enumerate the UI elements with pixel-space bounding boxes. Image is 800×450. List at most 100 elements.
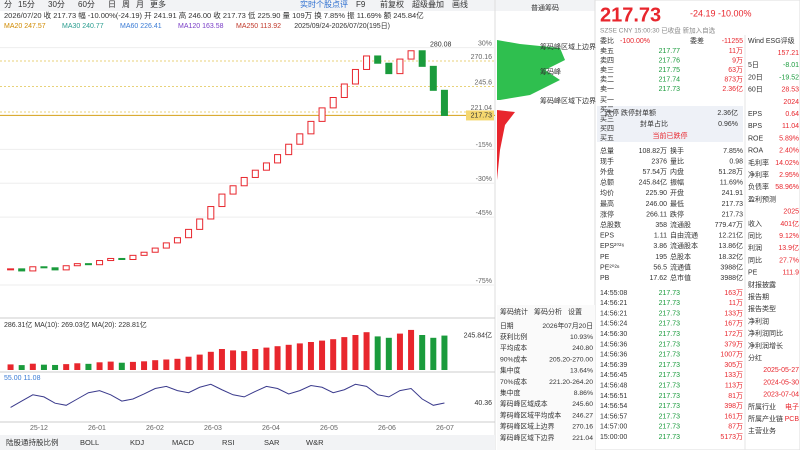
trade-price: 217.73 bbox=[659, 290, 681, 297]
chip-tab[interactable]: 筹码统计 bbox=[500, 307, 528, 316]
candle bbox=[62, 265, 70, 271]
stat-name: 跌停 bbox=[670, 209, 684, 218]
chip-stat-value: 8.86% bbox=[574, 390, 593, 397]
side-label: 净利润增长 bbox=[748, 341, 783, 350]
chip-tab[interactable]: 筹码分析 bbox=[534, 307, 562, 316]
trade-time: 14:55:08 bbox=[600, 290, 627, 297]
ma-value: MA250 113.92 bbox=[236, 23, 281, 30]
volume-bar bbox=[196, 354, 203, 370]
candle bbox=[107, 257, 115, 262]
volume-bar bbox=[141, 361, 148, 370]
chip-tab[interactable]: 设置 bbox=[568, 307, 582, 316]
candle bbox=[307, 120, 315, 135]
chip-stat-value: 240.80 bbox=[572, 345, 593, 352]
candle bbox=[18, 268, 26, 272]
trade-volume: 113万 bbox=[725, 382, 743, 390]
candle bbox=[340, 83, 348, 98]
side-value: 2.95% bbox=[779, 172, 799, 179]
stat-name: 外盘 bbox=[600, 167, 614, 176]
chip-stat-value: 221.04 bbox=[572, 435, 593, 442]
chip-stat-name: 70%成本 bbox=[500, 377, 527, 386]
ask-label: 卖五 bbox=[600, 47, 614, 55]
indicator-tab[interactable]: 陆股通持股比例 bbox=[6, 437, 59, 447]
tool-button[interactable]: 实时个股点评 bbox=[300, 0, 348, 9]
side-label: 盈利预测 bbox=[748, 194, 776, 203]
ma-value: MA30 240.77 bbox=[62, 23, 104, 30]
ask-price: 217.73 bbox=[659, 86, 681, 93]
x-tick-label: 26-04 bbox=[262, 425, 280, 432]
bar-info: 2026/07/20 收 217.73 幅 -10.00%(-24.19) 开 … bbox=[4, 10, 424, 20]
stat-name: 总额 bbox=[600, 178, 614, 187]
volume-bar bbox=[207, 351, 214, 370]
y-tick-label: 270.16 bbox=[471, 54, 493, 61]
period-tab[interactable]: 15分 bbox=[18, 0, 35, 9]
ask-price: 217.74 bbox=[659, 76, 681, 83]
stat-value: 3988亿 bbox=[720, 262, 743, 271]
candle bbox=[329, 97, 337, 109]
trade-price: 217.73 bbox=[659, 393, 681, 400]
volume-bar bbox=[85, 363, 92, 370]
indicator-tab[interactable]: W&R bbox=[306, 438, 324, 447]
stat-name: EPS bbox=[600, 233, 614, 240]
stat-value: 51.28万 bbox=[718, 168, 743, 176]
trade-time: 14:56:57 bbox=[600, 413, 627, 420]
period-tab[interactable]: 分 bbox=[4, 0, 12, 9]
side-label: Wind ESG评级 bbox=[748, 36, 795, 45]
side-label: EPS bbox=[748, 111, 762, 118]
period-tab[interactable]: 60分 bbox=[78, 0, 95, 9]
last-price-box bbox=[466, 110, 494, 121]
y-tick-label: -15% bbox=[476, 142, 492, 149]
indicator-tab[interactable]: KDJ bbox=[130, 438, 144, 447]
period-tab[interactable]: 更多 bbox=[150, 0, 166, 9]
stat-value: 57.54万 bbox=[642, 168, 667, 176]
trade-time: 14:56:54 bbox=[600, 403, 627, 410]
candle bbox=[51, 267, 59, 271]
stat-value: 0.98 bbox=[729, 158, 743, 165]
side-label: 分红 bbox=[748, 353, 762, 362]
stat-name: 流通股 bbox=[670, 220, 691, 229]
candle bbox=[40, 266, 48, 269]
chip-stat-value: 10.93% bbox=[570, 334, 593, 341]
candle bbox=[229, 185, 237, 195]
ask-label: 卖四 bbox=[600, 56, 614, 64]
indicator-tab[interactable]: SAR bbox=[264, 438, 280, 447]
last-price-label: 217.73 bbox=[471, 112, 493, 119]
volume-bar bbox=[363, 332, 370, 370]
stat-name: PB bbox=[600, 275, 610, 282]
stat-value: 195 bbox=[655, 254, 667, 261]
x-tick-label: 25-12 bbox=[30, 425, 48, 432]
period-tab[interactable]: 30分 bbox=[48, 0, 65, 9]
indicator-tab[interactable]: RSI bbox=[222, 438, 235, 447]
volume-bar bbox=[252, 349, 259, 370]
tool-button[interactable]: 超级叠加 bbox=[412, 0, 444, 9]
stat-value: 245.84亿 bbox=[639, 178, 667, 187]
candle bbox=[363, 55, 371, 70]
volume-bar bbox=[430, 337, 437, 370]
trade-volume: 5173万 bbox=[720, 433, 743, 441]
side-value: 2023-07-04 bbox=[763, 392, 799, 399]
side-value: 11.04 bbox=[782, 123, 799, 130]
volume-bar bbox=[29, 363, 36, 370]
volume-bar bbox=[118, 362, 125, 370]
ask-price: 217.77 bbox=[659, 48, 681, 55]
stat-name: 总市值 bbox=[670, 273, 691, 282]
volume-bar bbox=[52, 364, 59, 370]
tool-button[interactable]: F9 bbox=[356, 0, 366, 9]
toolbar-bg bbox=[0, 0, 595, 11]
side-label: 20日 bbox=[748, 73, 763, 81]
indicator-tab[interactable]: BOLL bbox=[80, 438, 99, 447]
indicator-tab[interactable]: MACD bbox=[172, 438, 195, 447]
side-value: 2024 bbox=[783, 99, 799, 106]
period-tab[interactable]: 日 bbox=[108, 0, 116, 9]
tool-button[interactable]: 画线 bbox=[452, 0, 468, 9]
trade-price: 217.73 bbox=[659, 331, 681, 338]
chip-loss bbox=[497, 110, 515, 180]
trade-price: 217.73 bbox=[659, 300, 681, 307]
trade-time: 14:56:48 bbox=[600, 383, 627, 390]
tool-button[interactable]: 前复权 bbox=[380, 0, 404, 9]
chip-stat-value: 270.16 bbox=[572, 424, 593, 431]
period-tab[interactable]: 月 bbox=[136, 0, 144, 9]
tab-bar bbox=[0, 435, 495, 450]
chip-stats-bg bbox=[497, 305, 595, 450]
period-tab[interactable]: 周 bbox=[122, 0, 130, 9]
